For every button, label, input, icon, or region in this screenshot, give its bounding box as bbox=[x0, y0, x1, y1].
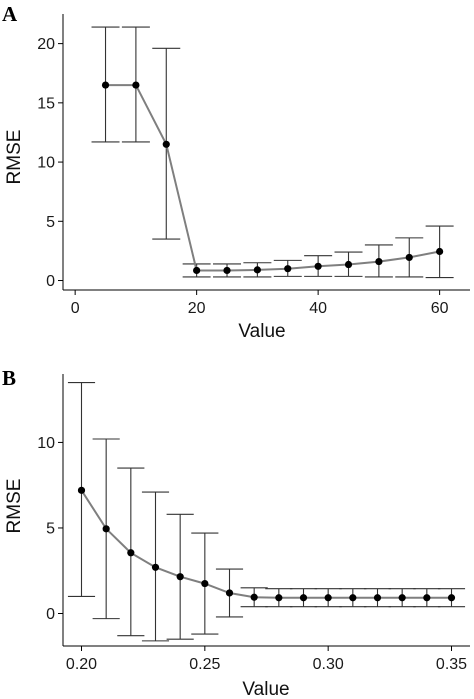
data-point bbox=[324, 594, 332, 602]
data-point bbox=[162, 140, 170, 148]
data-point bbox=[253, 266, 261, 274]
data-point bbox=[436, 247, 444, 256]
data-point bbox=[176, 573, 184, 581]
x-tick-label: 40 bbox=[309, 300, 327, 317]
data-point bbox=[314, 262, 322, 270]
y-tick-label: 10 bbox=[37, 435, 55, 452]
x-ticks: 0.20 0.25 0.30 0.35 bbox=[66, 646, 467, 673]
data-point bbox=[102, 525, 110, 533]
plot-area bbox=[91, 26, 454, 279]
x-tick-label: 0.30 bbox=[313, 656, 344, 673]
data-point bbox=[101, 81, 110, 89]
data-point bbox=[423, 594, 431, 602]
panel-b: B 0 5 10 0.20 0.25 0.30 0.35 Value RMSE bbox=[2, 366, 470, 699]
data-point bbox=[405, 253, 413, 262]
data-point bbox=[373, 594, 382, 602]
plot-area bbox=[67, 382, 466, 642]
data-point bbox=[344, 260, 353, 269]
x-tick-label: 0.35 bbox=[436, 656, 467, 673]
x-ticks: 0 20 40 60 bbox=[71, 290, 449, 317]
y-ticks: 0 5 10 15 20 bbox=[37, 36, 63, 290]
y-axis-title: RMSE bbox=[4, 130, 25, 185]
data-point bbox=[193, 266, 201, 275]
data-point bbox=[398, 594, 406, 602]
data-point bbox=[299, 594, 308, 602]
y-tick-label: 15 bbox=[37, 95, 55, 112]
data-point bbox=[349, 594, 357, 602]
y-tick-label: 0 bbox=[46, 273, 55, 290]
data-point bbox=[275, 594, 283, 602]
x-axis-title: Value bbox=[242, 679, 289, 699]
series-line bbox=[80, 489, 452, 599]
x-axis-title: Value bbox=[238, 321, 285, 342]
data-point bbox=[223, 266, 231, 275]
data-point bbox=[151, 563, 160, 571]
data-point bbox=[132, 81, 140, 89]
panel-a: A 0 5 10 15 20 0 20 40 60 Value RMSE bbox=[2, 2, 470, 342]
y-ticks: 0 5 10 bbox=[37, 435, 63, 623]
panel-label: B bbox=[2, 366, 16, 390]
y-tick-label: 5 bbox=[46, 214, 55, 231]
data-point bbox=[375, 257, 383, 266]
x-tick-label: 0 bbox=[71, 300, 80, 317]
x-tick-label: 60 bbox=[431, 300, 449, 317]
x-tick-label: 20 bbox=[188, 300, 206, 317]
series-line bbox=[105, 84, 440, 272]
x-tick-label: 0.25 bbox=[189, 656, 220, 673]
data-point bbox=[127, 549, 135, 557]
data-point bbox=[225, 589, 234, 597]
data-point bbox=[201, 579, 209, 588]
y-axis-title: RMSE bbox=[4, 479, 25, 534]
data-point bbox=[284, 265, 292, 273]
data-point bbox=[77, 486, 86, 494]
data-point bbox=[447, 594, 456, 602]
y-tick-label: 10 bbox=[37, 155, 55, 172]
x-tick-label: 0.20 bbox=[66, 656, 97, 673]
panel-label: A bbox=[2, 2, 18, 26]
y-tick-label: 5 bbox=[46, 520, 55, 537]
y-tick-label: 0 bbox=[46, 606, 55, 623]
data-point bbox=[250, 593, 258, 601]
y-tick-label: 20 bbox=[37, 36, 55, 53]
